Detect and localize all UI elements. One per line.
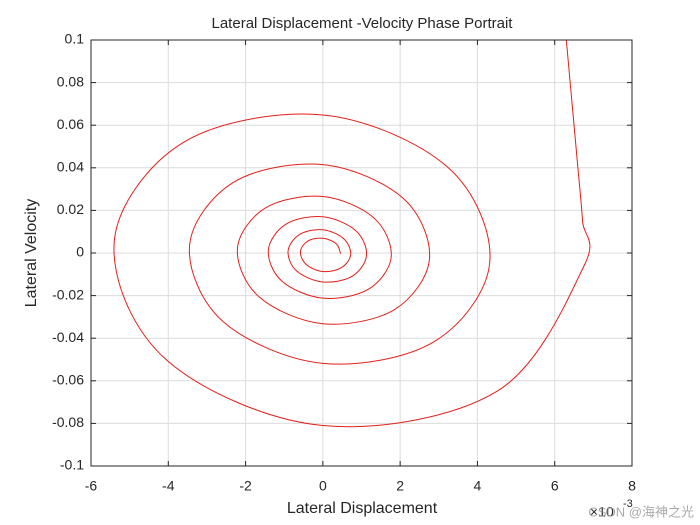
y-tick-label: 0.1 <box>65 31 85 47</box>
ticks: -6 -4 -2 0 2 4 6 8 -0.1 -0.08 -0.06 -0.04 -0.02 0 0.02… <box>52 31 636 494</box>
y-tick-label: -0.02 <box>52 286 84 302</box>
x-tick-label: -4 <box>162 478 175 494</box>
y-tick-label: 0.04 <box>57 159 84 175</box>
y-tick-label: -0.1 <box>60 457 84 473</box>
y-tick-label: 0.02 <box>57 201 84 217</box>
y-axis-label: Lateral Velocity <box>23 199 40 308</box>
watermark: CSDN @海神之光 <box>588 504 694 519</box>
y-tick-label: 0.06 <box>57 116 84 132</box>
x-tick-label: 6 <box>551 478 559 494</box>
x-tick-label: 2 <box>396 478 404 494</box>
x-axis-label: Lateral Displacement <box>287 500 438 517</box>
plot <box>113 40 591 428</box>
x-multiplier: ×10 <box>590 504 614 520</box>
x-exponent: -3 <box>623 498 633 510</box>
y-tick-label: 0 <box>76 244 84 260</box>
y-tick-label: -0.04 <box>52 329 84 345</box>
x-tick-label: -2 <box>239 478 252 494</box>
y-tick-label: -0.08 <box>52 414 84 430</box>
x-tick-label: -6 <box>85 478 98 494</box>
x-tick-label: 0 <box>319 478 327 494</box>
x-tick-label: 4 <box>474 478 482 494</box>
phase-curve <box>113 40 591 428</box>
chart-title: Lateral Displacement -Velocity Phase Por… <box>212 15 514 32</box>
y-tick-label: -0.06 <box>52 372 84 388</box>
x-tick-label: 8 <box>628 478 636 494</box>
y-tick-label: 0.08 <box>57 73 84 89</box>
